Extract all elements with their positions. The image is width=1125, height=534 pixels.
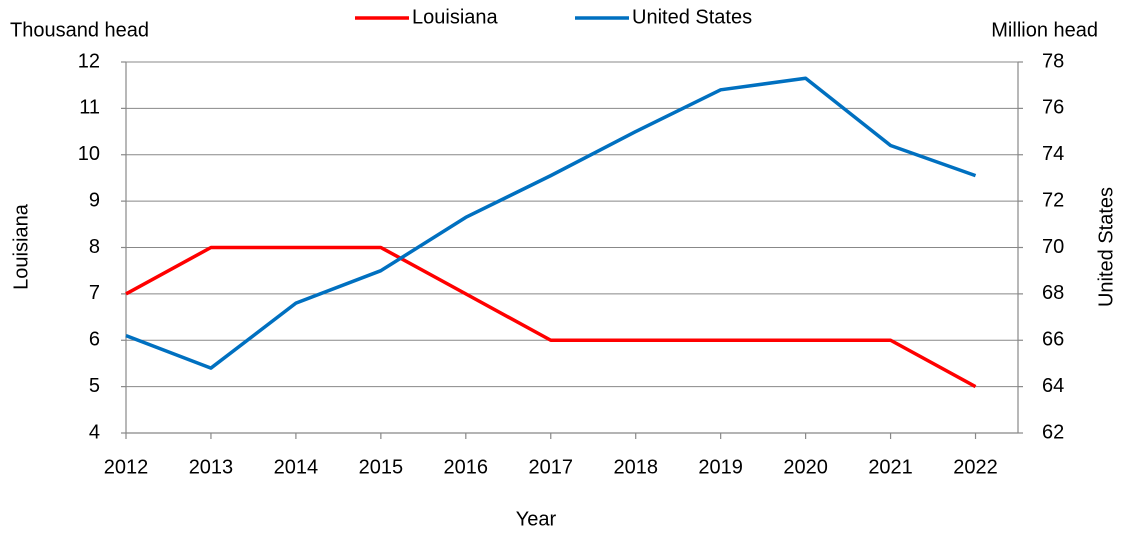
x-tick-label: 2019 [698,456,743,478]
x-tick-label: 2021 [868,456,913,478]
x-tick-label: 2022 [953,456,998,478]
y-tick-label: 9 [89,189,100,211]
y-tick-label: 4 [89,421,100,443]
y2-tick-label: 70 [1042,236,1064,258]
legend-label: Louisiana [412,6,499,28]
y2-tick-label: 62 [1042,421,1064,443]
x-axis-label: Year [516,508,557,530]
y2-axis-label: United States [1095,187,1117,307]
y-axis-label: Louisiana [10,203,32,290]
series-line [125,245,977,389]
y2-tick-label: 78 [1042,50,1064,72]
legend-label: United States [632,6,752,28]
x-tick-label: 2013 [189,456,234,478]
x-tick-label: 2014 [274,456,319,478]
y-tick-label: 12 [78,50,100,72]
y-tick-label: 11 [79,97,100,119]
y2-tick-label: 66 [1042,329,1064,351]
y-tick-label: 7 [89,282,100,304]
y-tick-label: 10 [78,143,100,165]
right-unit: Million head [991,19,1098,41]
x-tick-label: 2012 [104,456,149,478]
x-tick-label: 2015 [359,456,404,478]
x-tick-label: 2017 [529,456,574,478]
y-tick-label: 8 [89,236,100,258]
y-tick-label: 6 [89,329,100,351]
y2-tick-label: 68 [1042,282,1064,304]
x-tick-label: 2020 [783,456,828,478]
y2-tick-label: 76 [1042,97,1064,119]
y-tick-label: 5 [89,375,100,397]
x-tick-label: 2018 [613,456,658,478]
left-unit: Thousand head [10,19,149,41]
y2-tick-label: 74 [1042,143,1064,165]
series-line [125,76,977,370]
y2-tick-label: 64 [1042,375,1064,397]
x-tick-label: 2016 [444,456,489,478]
y2-tick-label: 72 [1042,189,1064,211]
